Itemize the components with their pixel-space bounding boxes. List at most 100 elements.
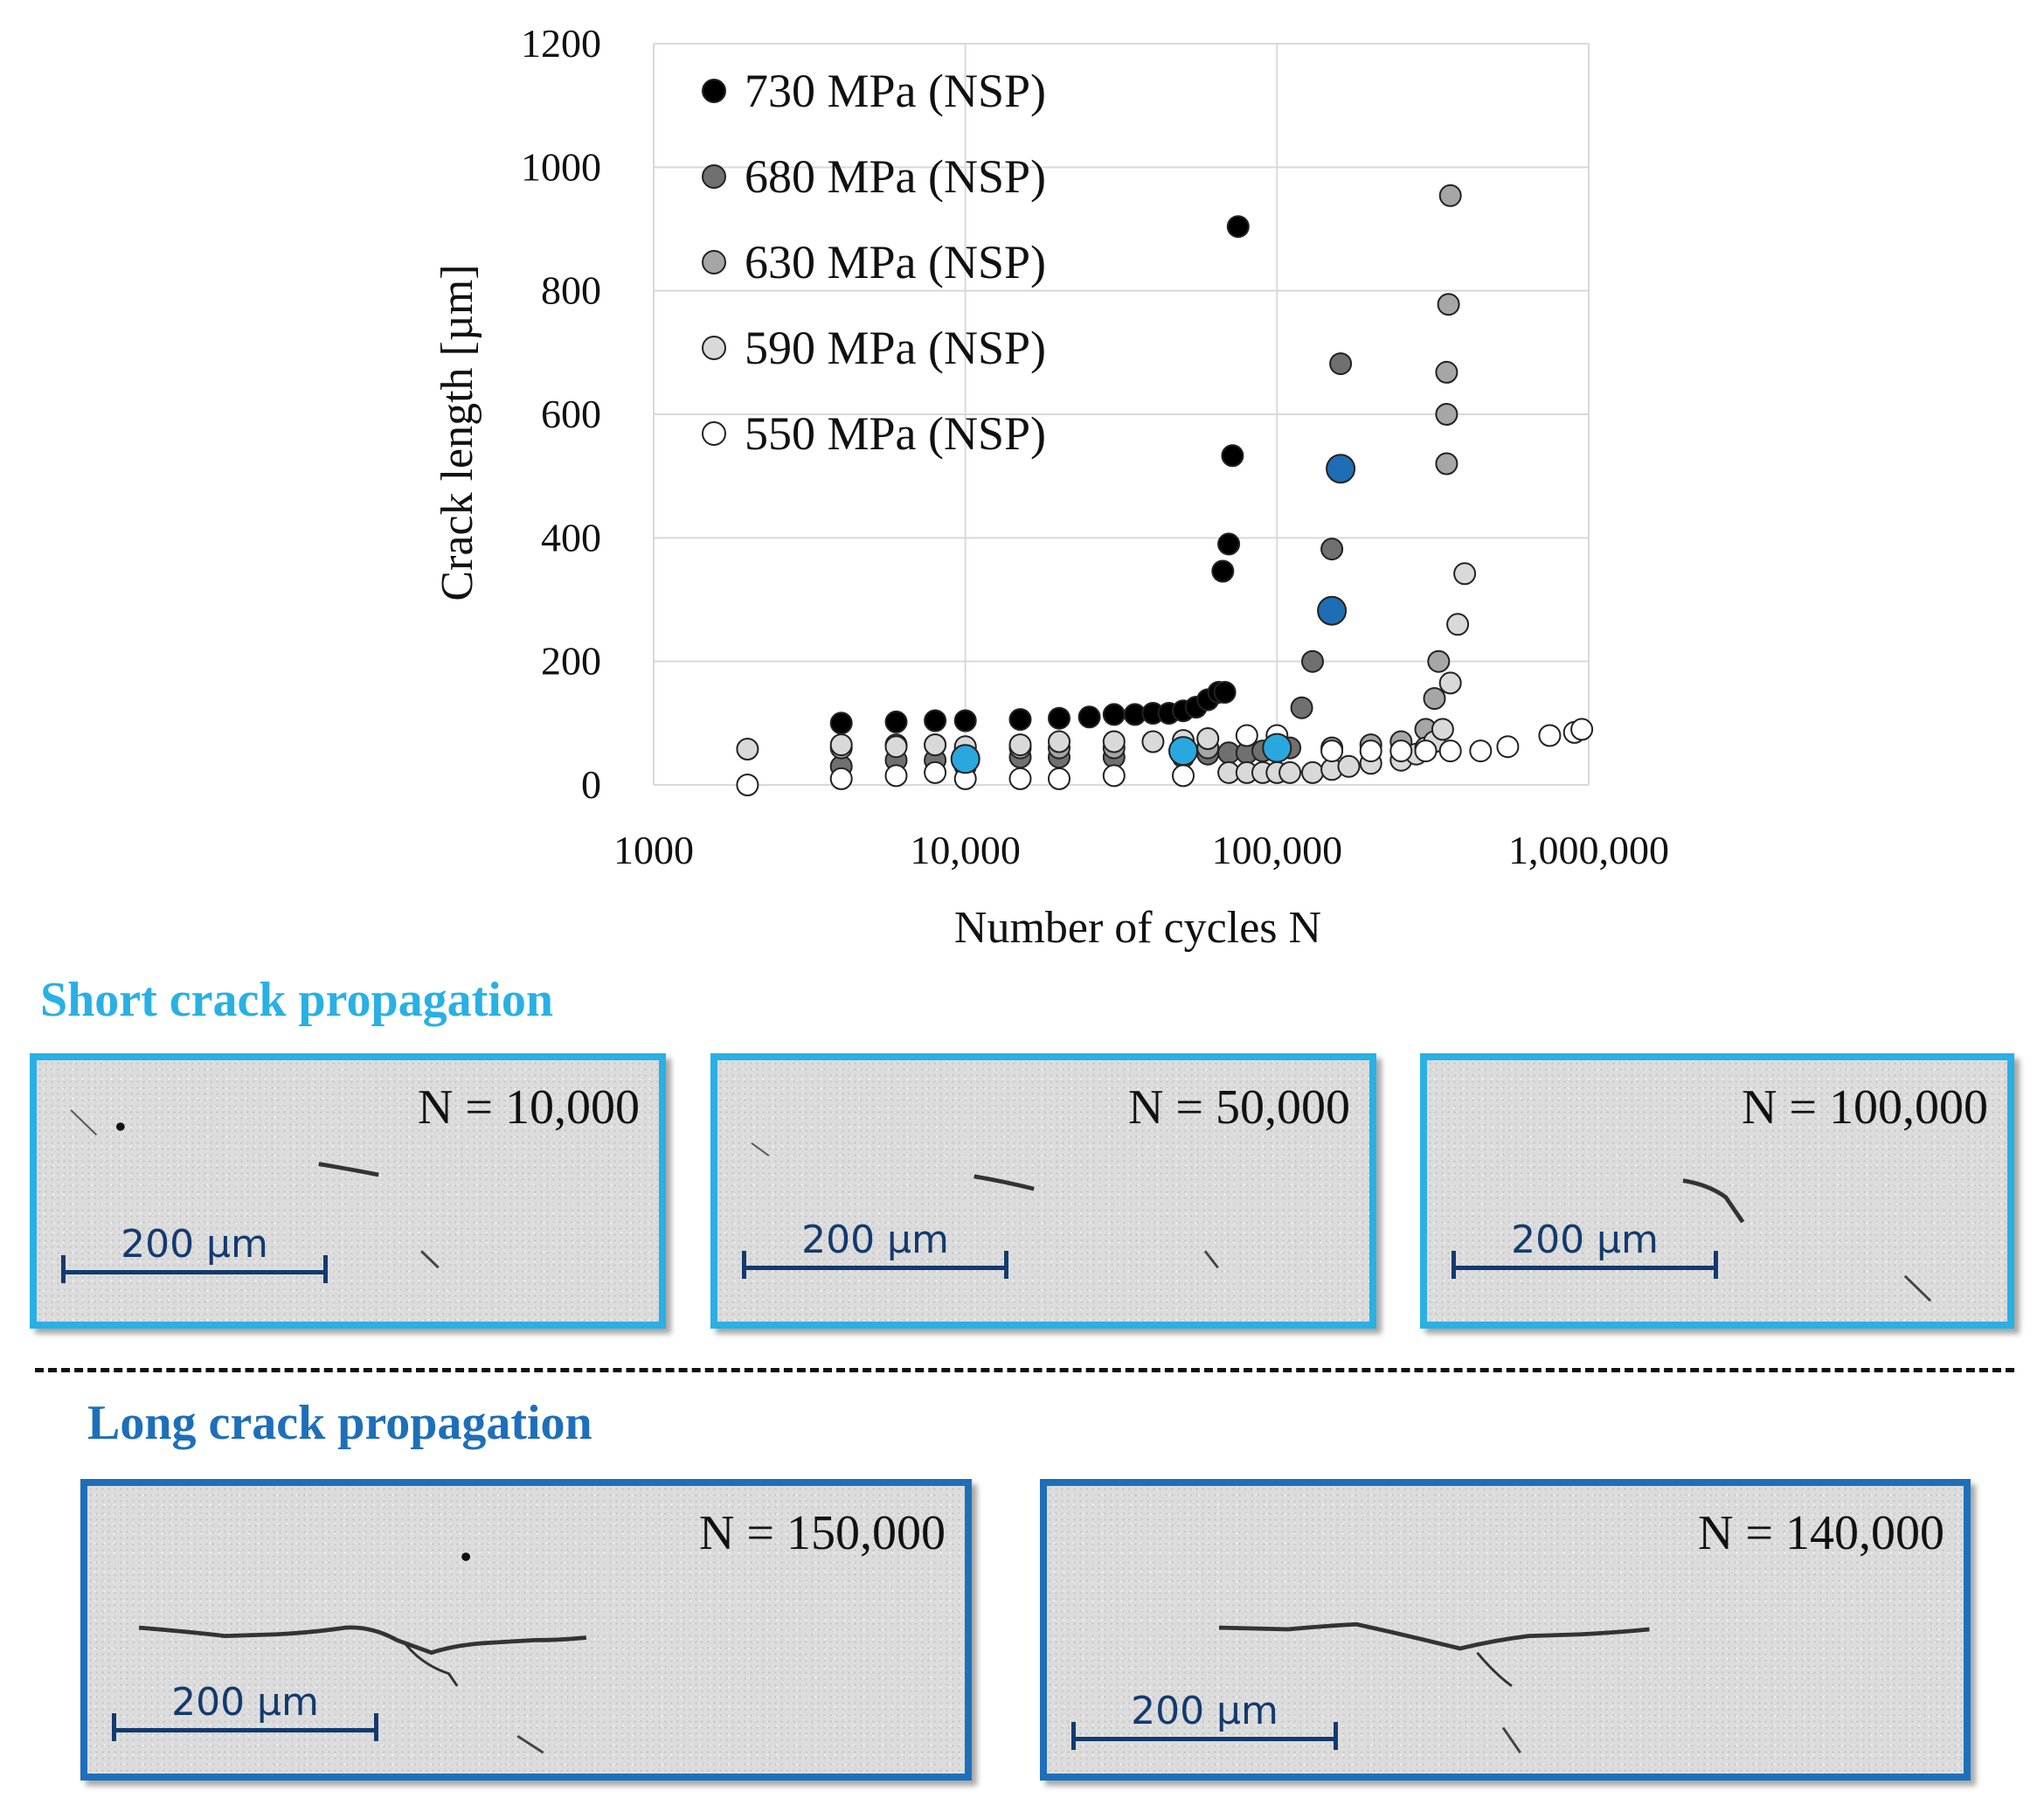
legend-marker: [702, 250, 726, 274]
crack-image: [1218, 1621, 1650, 1753]
scale-bar-label: 200 µm: [1511, 1218, 1659, 1262]
legend-marker: [702, 336, 726, 360]
data-point: [1435, 360, 1459, 384]
data-point: [1102, 764, 1126, 788]
short-crack-title: Short crack propagation: [40, 973, 553, 1027]
data-point: [1077, 705, 1101, 729]
legend-marker: [702, 164, 726, 189]
data-point: [1172, 764, 1195, 788]
legend-label: 590 MPa (NSP): [745, 322, 1046, 374]
x-tick-label: 1000: [613, 828, 694, 872]
y-tick-label: 0: [581, 762, 601, 807]
data-point: [736, 774, 759, 796]
data-point: [1414, 739, 1438, 763]
data-point: [1226, 215, 1250, 239]
chart-legend: 730 MPa (NSP) 680 MPa (NSP) 630 MPa (NSP) 5…: [702, 65, 1046, 460]
y-tick-label: 1000: [521, 144, 601, 189]
data-point: [1438, 184, 1462, 207]
data-point: [1008, 733, 1032, 757]
data-point: [1196, 727, 1220, 750]
cycle-label: N = 100,000: [1741, 1080, 1988, 1135]
data-point: [924, 709, 947, 732]
scale-bar-label: 200 µm: [1131, 1689, 1278, 1733]
data-point: [1326, 454, 1356, 484]
data-point: [1437, 293, 1460, 316]
scale-bar-label: 200 µm: [801, 1218, 949, 1262]
y-tick-label: 1200: [521, 21, 601, 66]
data-point: [1423, 687, 1446, 711]
scale-bar: 200 µm: [1071, 1689, 1338, 1750]
data-point: [1217, 532, 1241, 556]
data-point: [950, 744, 980, 774]
data-point: [1435, 452, 1459, 476]
data-point: [1301, 760, 1324, 784]
scatter-chart: 0 200 400 600 800 1000 1200 1000 10,000 100,000 1,…: [433, 21, 1669, 953]
dashed-divider: [35, 1368, 2014, 1372]
cycle-label: N = 150,000: [698, 1506, 946, 1560]
micrograph-panel-short-3: N = 100,000 200 µm: [1420, 1053, 2014, 1329]
data-point: [1453, 562, 1477, 586]
chart-points: [736, 184, 1594, 796]
data-point: [1221, 444, 1244, 468]
data-point: [1102, 703, 1126, 726]
micrograph-panel-short-1: N = 10,000 200 µm: [30, 1053, 666, 1329]
y-axis-title: Crack length [µm]: [433, 264, 482, 601]
data-point: [736, 738, 759, 760]
data-point: [1320, 739, 1344, 763]
x-tick-label: 1,000,000: [1508, 828, 1669, 872]
data-point: [884, 710, 908, 733]
data-point: [1008, 708, 1032, 732]
scale-bar: 200 µm: [112, 1680, 378, 1741]
data-point: [1570, 718, 1594, 741]
data-point: [1048, 767, 1071, 790]
data-point: [829, 767, 853, 790]
data-point: [953, 709, 977, 732]
data-point: [1301, 649, 1324, 673]
data-point: [1317, 595, 1348, 626]
data-point: [1329, 352, 1353, 376]
crack-image: [138, 1552, 587, 1754]
data-point: [1446, 613, 1470, 636]
data-point: [1048, 706, 1071, 730]
legend-label: 730 MPa (NSP): [745, 65, 1046, 117]
legend-label: 630 MPa (NSP): [745, 236, 1046, 288]
data-point: [1102, 730, 1126, 753]
crack-image: [1682, 1178, 1932, 1302]
data-point: [1048, 730, 1071, 753]
legend-label: 550 MPa (NSP): [745, 407, 1046, 460]
y-tick-label: 400: [541, 515, 601, 559]
y-tick-label: 800: [541, 268, 601, 313]
data-point: [1008, 767, 1032, 790]
chart-ticks: 0 200 400 600 800 1000 1200 1000 10,000 100,000 1,…: [521, 21, 1669, 872]
data-point: [1438, 739, 1462, 763]
legend-label: 680 MPa (NSP): [745, 150, 1046, 203]
data-point: [1438, 671, 1462, 695]
micrograph-panel-long-1: N = 150,000 200 µm: [80, 1479, 972, 1781]
cycle-label: N = 50,000: [1127, 1080, 1350, 1135]
crack-image: [70, 1109, 440, 1269]
x-tick-label: 10,000: [910, 828, 1021, 872]
data-point: [1496, 735, 1520, 759]
cycle-label: N = 140,000: [1697, 1506, 1944, 1560]
scale-bar-label: 200 µm: [121, 1222, 268, 1267]
scale-bar: 200 µm: [1452, 1218, 1718, 1279]
data-point: [1262, 732, 1292, 763]
data-point: [1168, 736, 1198, 767]
data-point: [1235, 724, 1258, 747]
chart-grid: [653, 43, 1590, 786]
micrograph-panel-long-2: N = 140,000 200 µm: [1040, 1479, 1971, 1781]
crack-image: [751, 1142, 1219, 1269]
data-point: [1141, 730, 1165, 753]
data-point: [1211, 559, 1235, 583]
data-point: [924, 733, 947, 757]
data-point: [884, 735, 908, 759]
scale-bar: 200 µm: [742, 1218, 1008, 1279]
data-point: [1427, 649, 1451, 673]
data-point: [884, 764, 908, 788]
data-point: [1213, 681, 1237, 704]
legend-marker: [702, 421, 726, 446]
data-point: [829, 733, 853, 757]
data-point: [1538, 724, 1562, 747]
data-point: [1359, 739, 1382, 763]
x-axis-title: Number of cycles N: [954, 903, 1321, 953]
